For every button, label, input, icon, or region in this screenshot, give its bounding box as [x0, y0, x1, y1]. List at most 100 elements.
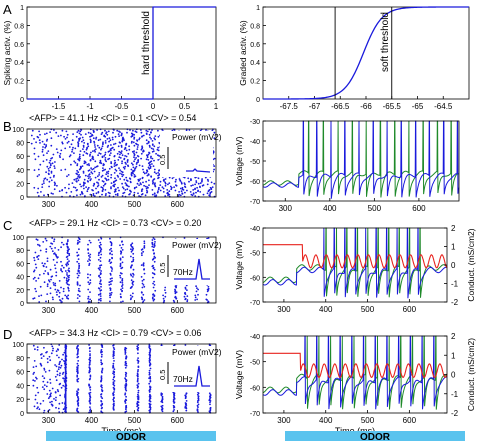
panel-D-right: -2 -1 0 1 2 Conduct. (mS/cm2) 300 400 500 600 -70 -…: [234, 332, 476, 436]
spike-dot: [33, 186, 36, 189]
spike-dot: [45, 145, 47, 148]
spike-dot: [185, 409, 188, 412]
spike-dot: [78, 295, 81, 297]
spike-dot: [76, 366, 78, 368]
spike-dot: [100, 186, 103, 189]
spike-dot: [152, 148, 155, 151]
spike-dot: [112, 350, 115, 353]
spike-dot: [102, 184, 105, 187]
spike-dot: [92, 184, 95, 187]
spike-dot: [82, 144, 85, 147]
spike-dot: [124, 402, 127, 404]
spike-dot: [113, 159, 116, 162]
spike-dot: [105, 131, 108, 134]
spike-dot: [113, 360, 115, 362]
spike-dot: [111, 146, 114, 149]
spike-dot: [113, 148, 116, 151]
spike-dot: [172, 410, 175, 413]
spike-dot: [119, 274, 121, 277]
spike-dot: [100, 359, 102, 362]
x-tick-label: 300: [277, 416, 291, 425]
spike-dot: [125, 163, 127, 165]
spike-dot: [71, 148, 74, 151]
spike-dot: [89, 159, 92, 161]
spike-dot: [124, 377, 126, 380]
spike-dot: [32, 344, 35, 347]
spike-dot: [160, 392, 163, 395]
spike-dot: [58, 190, 61, 193]
spike-dot: [153, 171, 156, 174]
spike-dot: [82, 154, 85, 157]
spike-dot: [208, 392, 211, 395]
spike-dot: [149, 165, 152, 168]
y2-tick-label: -1: [451, 280, 459, 289]
spike-dot: [129, 180, 132, 183]
y2-tick-label: 0: [451, 371, 456, 380]
spike-dot: [65, 130, 68, 133]
spike-dot: [140, 276, 143, 278]
spike-dot: [112, 381, 115, 384]
spike-dot: [101, 397, 104, 400]
spike-dot: [68, 267, 70, 270]
spike-dot: [47, 167, 50, 170]
odor-bar: [285, 431, 465, 441]
spike-dot: [133, 156, 135, 159]
spike-dot: [135, 157, 138, 159]
spike-dot: [104, 182, 107, 185]
spike-dot: [121, 284, 124, 286]
spike-dot: [77, 239, 79, 242]
spike-dot: [132, 163, 134, 166]
spike-dot: [39, 133, 41, 136]
spike-dot: [122, 187, 125, 190]
inset-title: Power (mV2): [172, 132, 222, 142]
spike-dot: [186, 300, 189, 303]
y-tick-label: -50: [250, 159, 260, 166]
spike-dot: [209, 403, 211, 406]
spike-dot: [112, 407, 115, 410]
spike-dot: [42, 264, 45, 267]
spike-dot: [108, 157, 111, 160]
plot-frame: [26, 236, 217, 304]
spike-dot: [136, 345, 139, 348]
spike-dot: [143, 268, 146, 270]
spike-dot: [49, 164, 52, 167]
spike-dot: [89, 141, 92, 144]
spike-dot: [213, 182, 216, 185]
spike-dot: [66, 261, 69, 264]
spike-dot: [100, 389, 103, 391]
spike-dot: [131, 295, 134, 298]
spike-dot: [61, 264, 63, 267]
spike-dot: [83, 178, 86, 181]
spike-dot: [51, 296, 54, 299]
spike-dot: [101, 145, 104, 148]
spike-dot: [153, 195, 156, 197]
spike-dot: [125, 404, 128, 407]
spike-dot: [79, 284, 81, 287]
spike-dot: [76, 272, 79, 275]
spike-dot: [194, 299, 197, 301]
x-tick-label: -66: [360, 102, 372, 111]
spike-dot: [55, 350, 58, 353]
spike-dot: [31, 129, 34, 132]
spike-dot: [98, 251, 101, 254]
spike-dot: [76, 276, 79, 279]
spike-dot: [132, 292, 134, 295]
spike-dot: [127, 164, 129, 167]
spike-dot: [199, 182, 202, 185]
y-tick-label: 40: [16, 275, 24, 282]
panel-D-left: <AFP> = 34.3 Hz <CI> = 0.79 <CV> = 0.06 P…: [12, 328, 221, 436]
spike-dot: [146, 154, 148, 157]
spike-dot: [146, 156, 149, 159]
spike-dot: [36, 255, 39, 258]
spike-dot: [133, 186, 136, 189]
spike-dot: [48, 409, 51, 411]
spike-dot: [187, 177, 190, 180]
spike-dot: [147, 166, 150, 169]
spike-dot: [110, 293, 112, 296]
spike-dot: [141, 282, 144, 285]
spike-dot: [89, 386, 92, 388]
spike-dot: [153, 246, 155, 249]
spike-dot: [98, 146, 101, 149]
spike-dot: [137, 385, 140, 388]
spike-dot: [124, 155, 126, 157]
